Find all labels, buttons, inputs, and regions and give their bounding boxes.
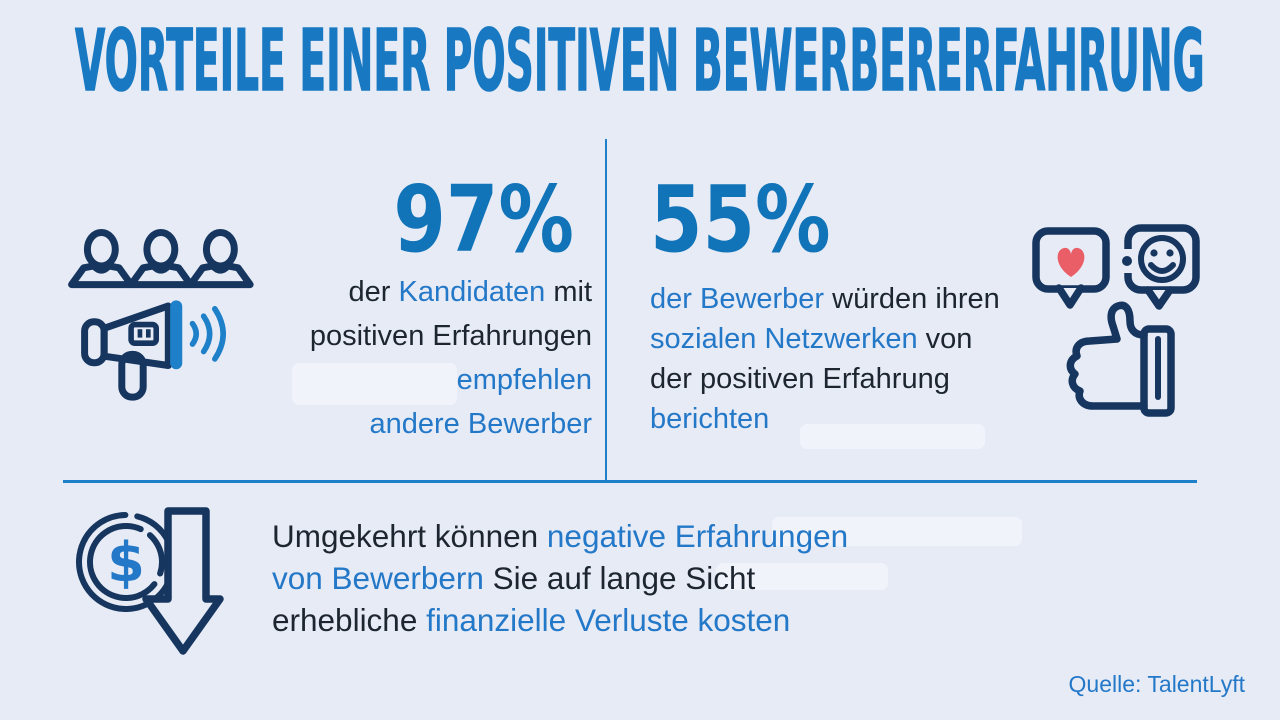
text-line: berichten — [650, 403, 770, 435]
heart-message-icon — [1032, 227, 1110, 309]
highlight-patch — [292, 363, 457, 405]
text-line: Umgekehrt können negative Erfahrungen — [272, 518, 849, 554]
stat-left-description: der Kandidaten mit positiven Erfahrungen e… — [260, 270, 592, 446]
text-line: sozialen Netzwerken von — [650, 323, 973, 355]
people-group-icon — [68, 229, 254, 289]
dollar-sign-icon: $ — [107, 531, 145, 594]
page-title: VORTEILE EINER POSITIVEN BEWERBERERFAHRU… — [75, 12, 1205, 111]
footer-statement: Umgekehrt können negative Erfahrungen von… — [272, 515, 848, 641]
highlight-patch — [716, 563, 888, 590]
text-line: andere Bewerber — [369, 408, 592, 440]
vertical-divider — [605, 139, 607, 481]
horizontal-divider — [63, 480, 1197, 483]
text-line: empfehlen — [456, 364, 592, 396]
stat-right: 55% der Bewerber würden ihren sozialen Ne… — [650, 166, 1050, 439]
social-feedback-icon-group — [1032, 224, 1200, 417]
text-line: der positiven Erfahrung — [650, 363, 950, 395]
highlight-patch — [772, 517, 1022, 546]
text-line: positiven Erfahrungen — [309, 320, 592, 352]
source-credit: Quelle: TalentLyft — [1068, 671, 1245, 697]
thumbs-up-icon — [1066, 301, 1175, 417]
stat-left: 97% der Kandidaten mit positiven Erfahrun… — [260, 166, 592, 446]
text-line: der Bewerber würden ihren — [650, 283, 1000, 315]
header: VORTEILE EINER POSITIVEN BEWERBERERFAHRU… — [0, 12, 1280, 111]
text-line: der Kandidaten mit — [348, 276, 592, 308]
text-line: von Bewerbern Sie auf lange Sicht — [272, 560, 756, 596]
stat-right-description: der Bewerber würden ihren sozialen Netzwe… — [650, 279, 1050, 439]
stat-left-value: 97% — [393, 166, 574, 273]
text-line: erhebliche finanzielle Verluste kosten — [272, 602, 791, 638]
people-megaphone-icon-group — [68, 229, 254, 401]
megaphone-icon — [81, 300, 226, 401]
down-arrow-icon — [142, 507, 224, 655]
highlight-patch — [800, 424, 985, 449]
money-loss-icon: $ — [76, 507, 224, 655]
stat-right-value: 55% — [650, 166, 831, 273]
smiley-message-icon — [1122, 224, 1200, 310]
